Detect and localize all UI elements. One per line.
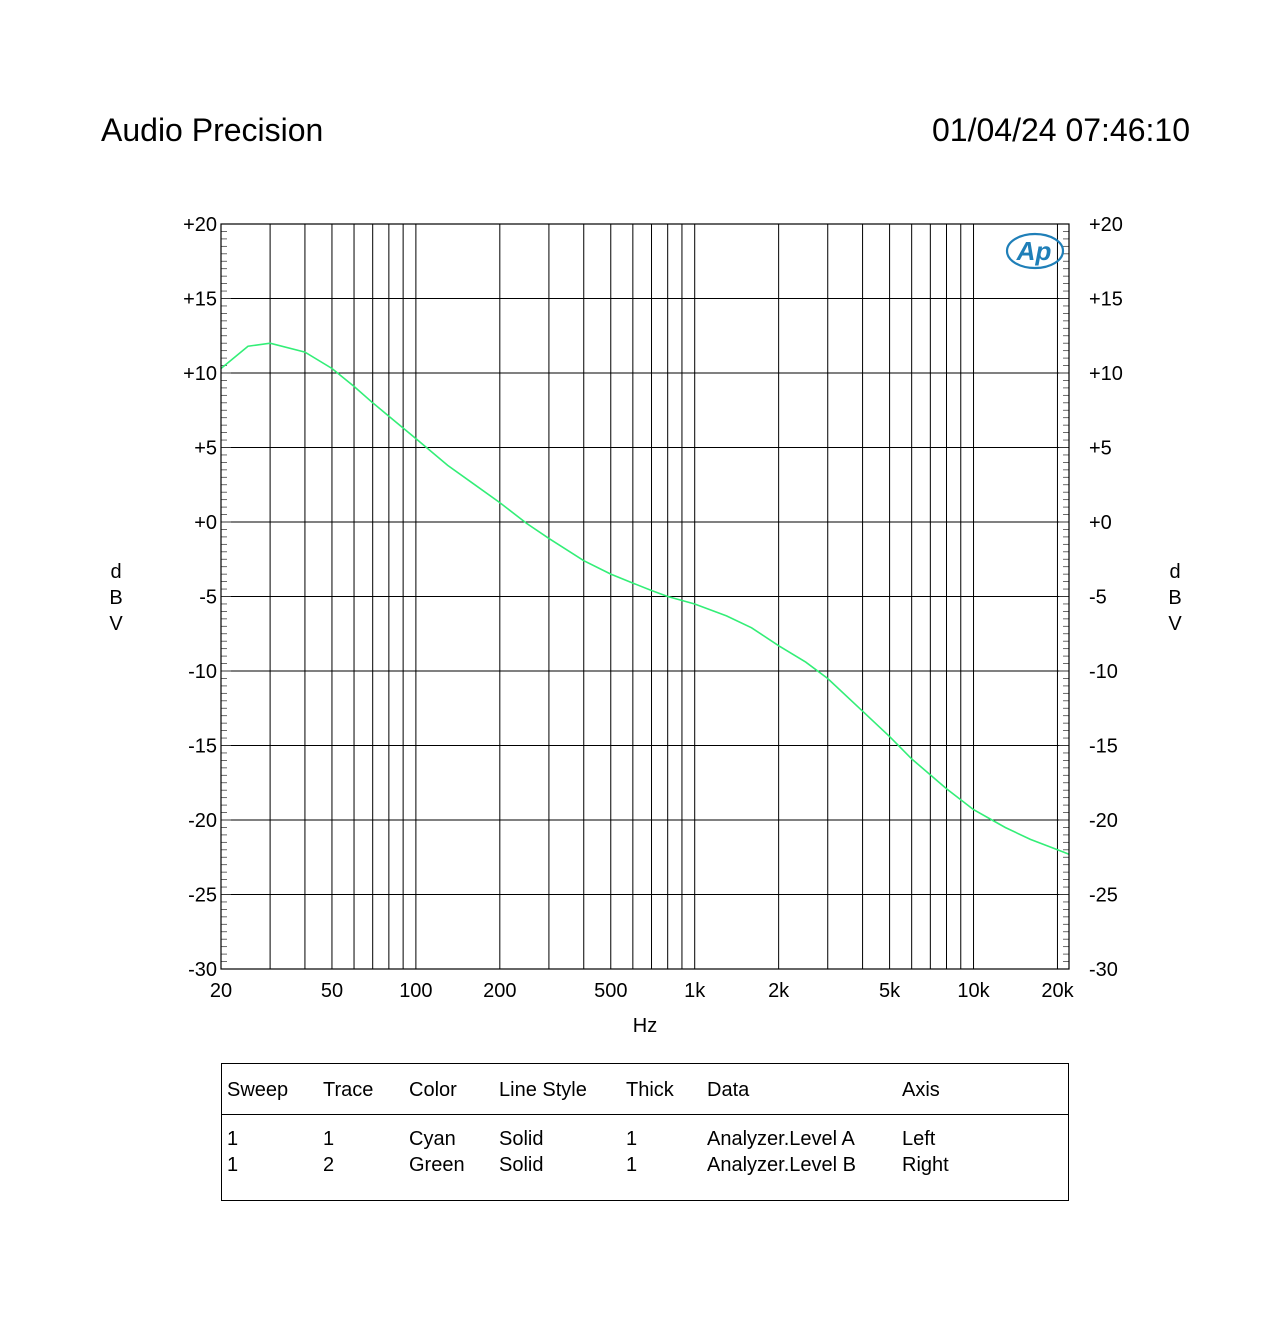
legend-header-divider xyxy=(222,1114,1068,1115)
report-datetime: 01/04/24 07:46:10 xyxy=(931,112,1190,148)
y-tick-label-left: -5 xyxy=(199,587,217,609)
y-tick-label-right: -25 xyxy=(1089,885,1118,907)
x-tick-label: 5k xyxy=(879,980,901,1002)
legend-row-2-axis: Right xyxy=(902,1154,949,1176)
y-tick-label-right: +15 xyxy=(1089,289,1123,311)
y-tick-label-right: -5 xyxy=(1089,587,1107,609)
legend-row-2-sweep: 1 xyxy=(227,1154,239,1176)
x-tick-label: 200 xyxy=(483,980,516,1002)
report-title: Audio Precision xyxy=(101,112,324,148)
legend-row-1-thick: 1 xyxy=(626,1128,638,1150)
y-axis-title-left: d xyxy=(110,561,121,583)
y-axis-title-left: V xyxy=(109,613,123,635)
x-tick-label: 10k xyxy=(957,980,990,1002)
legend-row-2-line-style: Solid xyxy=(499,1154,544,1176)
y-axis-title-right: V xyxy=(1168,613,1182,635)
x-tick-label: 1k xyxy=(684,980,706,1002)
y-tick-label-right: -10 xyxy=(1089,661,1118,683)
x-tick-label: 20 xyxy=(210,980,232,1002)
y-axis-title-right: B xyxy=(1168,587,1181,609)
legend-header-trace: Trace xyxy=(323,1079,374,1101)
y-tick-label-left: +0 xyxy=(194,512,217,534)
x-tick-label: 100 xyxy=(399,980,432,1002)
y-tick-label-right: +10 xyxy=(1089,363,1123,385)
chart-minor-ticks xyxy=(221,223,1069,970)
y-tick-label-left: +15 xyxy=(183,289,217,311)
legend-header-thick: Thick xyxy=(626,1079,674,1101)
y-tick-label-right: +20 xyxy=(1089,214,1123,236)
legend-header-color: Color xyxy=(409,1079,457,1101)
y-tick-label-right: -15 xyxy=(1089,736,1118,758)
chart-tick-labels: +20 +20 +15 +15 +10 +10 +5 +5 +0 +0 -5 -5 -10 -10 -15 -… xyxy=(183,214,1123,1002)
y-tick-label-left: -20 xyxy=(188,810,217,832)
chart-grid xyxy=(221,224,1069,969)
y-axis-title-right: d xyxy=(1169,561,1180,583)
x-axis-title: Hz xyxy=(633,1015,657,1037)
x-tick-label: 20k xyxy=(1041,980,1074,1002)
legend-row-1-trace: 1 xyxy=(323,1128,335,1150)
legend-row-1-axis: Left xyxy=(902,1128,936,1150)
ap-logo-icon: Ap xyxy=(1005,232,1065,270)
y-tick-label-left: -15 xyxy=(188,736,217,758)
y-axis-title-left: B xyxy=(109,587,122,609)
legend-header-axis: Axis xyxy=(902,1079,940,1101)
y-tick-label-left: -30 xyxy=(188,959,217,981)
frequency-response-chart: +20 +20 +15 +15 +10 +10 +5 +5 +0 +0 -5 -5 -10 -10 -15 -… xyxy=(109,214,1182,1037)
y-tick-label-left: -10 xyxy=(188,661,217,683)
chart-series-layer xyxy=(220,342,1070,856)
legend-row-2-trace: 2 xyxy=(323,1154,335,1176)
legend-header-sweep: Sweep xyxy=(227,1079,289,1101)
legend-header-data: Data xyxy=(707,1079,750,1101)
x-tick-label: 2k xyxy=(768,980,790,1002)
y-tick-label-left: +10 xyxy=(183,363,217,385)
y-tick-label-left: +5 xyxy=(194,438,217,460)
ap-logo-text: Ap xyxy=(1016,236,1052,266)
legend-row-2-color: Green xyxy=(409,1154,465,1176)
y-tick-label-left: +20 xyxy=(183,214,217,236)
y-tick-label-right: -30 xyxy=(1089,959,1118,981)
legend-row-1-color: Cyan xyxy=(409,1128,456,1150)
series-line-1 xyxy=(220,342,1070,856)
y-tick-label-left: -25 xyxy=(188,885,217,907)
legend-row-1-line-style: Solid xyxy=(499,1128,544,1150)
plot-frame xyxy=(220,223,1070,970)
trace-legend-table: Sweep Trace Color Line Style Thick Data … xyxy=(221,1063,1069,1201)
legend-row-1-data: Analyzer.Level A xyxy=(707,1128,855,1150)
y-tick-label-right: +0 xyxy=(1089,512,1112,534)
legend-row-2-data: Analyzer.Level B xyxy=(707,1154,856,1176)
y-tick-label-right: -20 xyxy=(1089,810,1118,832)
legend-row-2-thick: 1 xyxy=(626,1154,638,1176)
y-tick-label-right: +5 xyxy=(1089,438,1112,460)
legend-row-1-sweep: 1 xyxy=(227,1128,239,1150)
x-tick-label: 500 xyxy=(594,980,627,1002)
legend-header-line-style: Line Style xyxy=(499,1079,587,1101)
x-tick-label: 50 xyxy=(321,980,343,1002)
